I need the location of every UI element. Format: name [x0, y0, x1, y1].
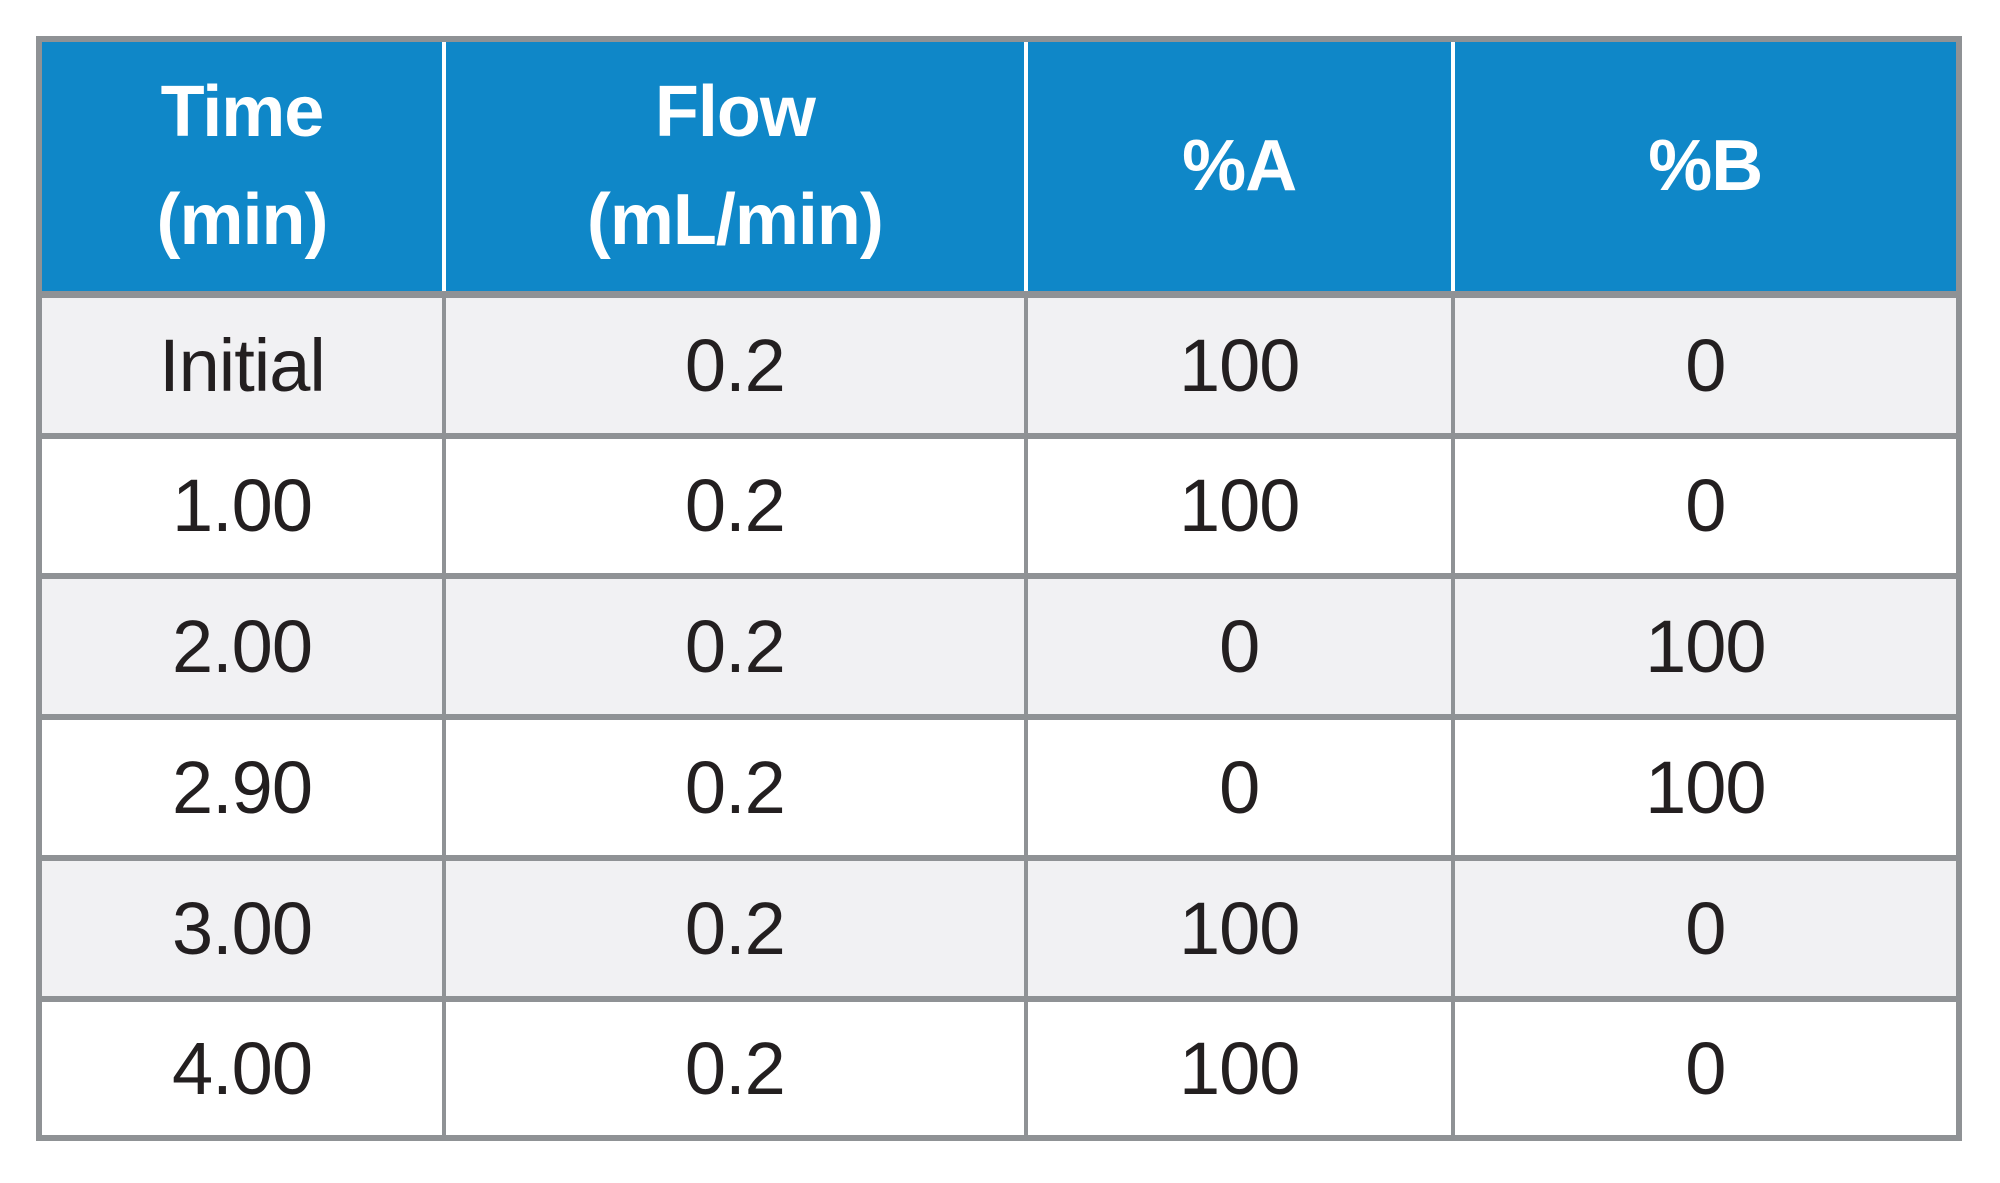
header-row: Time (min) Flow (mL/min) %A %B: [42, 42, 1956, 298]
cell-flow: 0.2: [441, 291, 1026, 436]
cell-percent-a: 0: [1023, 573, 1453, 718]
gradient-method-table: Time (min) Flow (mL/min) %A %B Initial 0…: [36, 36, 1962, 1141]
table-header: Time (min) Flow (mL/min) %A %B: [42, 42, 1956, 298]
cell-percent-a: 100: [1023, 432, 1453, 577]
cell-percent-a: 100: [1023, 995, 1453, 1135]
cell-time: 4.00: [42, 995, 444, 1135]
column-header-percent-b: %B: [1450, 42, 1956, 298]
table-row: 3.00 0.2 100 0: [42, 854, 1956, 999]
column-header-time: Time (min): [42, 42, 444, 298]
cell-percent-b: 100: [1450, 714, 1956, 858]
cell-percent-b: 0: [1450, 291, 1956, 436]
table-row: 4.00 0.2 100 0: [42, 995, 1956, 1135]
cell-time: 3.00: [42, 854, 444, 999]
cell-flow: 0.2: [441, 854, 1026, 999]
cell-time: Initial: [42, 291, 444, 436]
cell-percent-a: 100: [1023, 291, 1453, 436]
cell-percent-a: 0: [1023, 714, 1453, 858]
table-row: 1.00 0.2 100 0: [42, 432, 1956, 577]
cell-time: 2.00: [42, 573, 444, 718]
table-row: Initial 0.2 100 0: [42, 291, 1956, 436]
cell-flow: 0.2: [441, 714, 1026, 858]
column-header-percent-a: %A: [1023, 42, 1453, 298]
cell-percent-b: 0: [1450, 432, 1956, 577]
cell-percent-b: 0: [1450, 995, 1956, 1135]
cell-percent-b: 100: [1450, 573, 1956, 718]
cell-flow: 0.2: [441, 432, 1026, 577]
column-header-flow: Flow (mL/min): [441, 42, 1026, 298]
cell-percent-a: 100: [1023, 854, 1453, 999]
cell-percent-b: 0: [1450, 854, 1956, 999]
table-row: 2.90 0.2 0 100: [42, 714, 1956, 858]
cell-flow: 0.2: [441, 573, 1026, 718]
cell-flow: 0.2: [441, 995, 1026, 1135]
cell-time: 1.00: [42, 432, 444, 577]
table-body: Initial 0.2 100 0 1.00 0.2 100 0 2.00 0.…: [42, 291, 1956, 1135]
cell-time: 2.90: [42, 714, 444, 858]
gradient-table: Time (min) Flow (mL/min) %A %B Initial 0…: [42, 42, 1956, 1135]
table-row: 2.00 0.2 0 100: [42, 573, 1956, 718]
